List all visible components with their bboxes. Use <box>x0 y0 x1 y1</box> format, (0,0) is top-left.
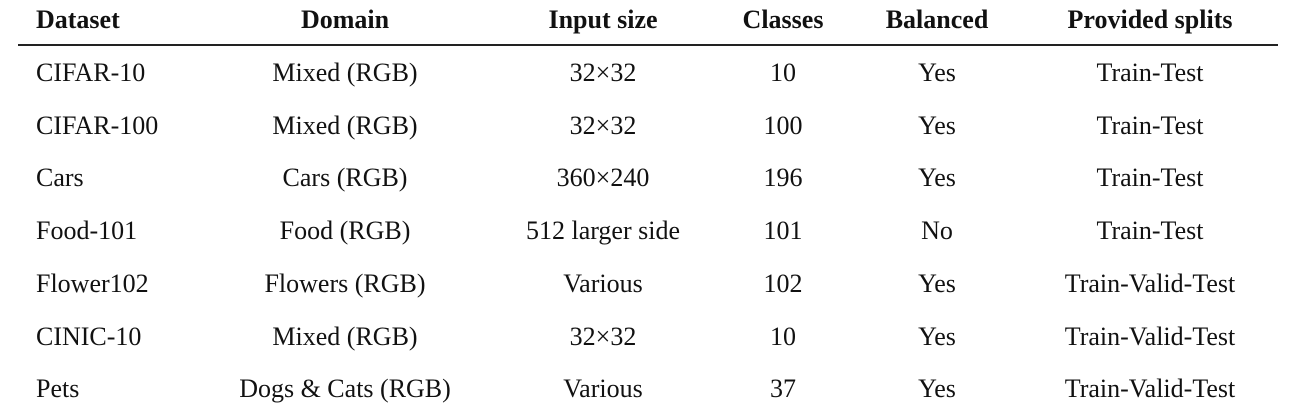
table-cell: Train-Test <box>1096 216 1204 246</box>
table-cell: 10 <box>770 58 796 87</box>
table-cell: Cars <box>36 163 84 193</box>
table-cell: 101 <box>763 216 803 246</box>
table-cell: Yes <box>918 163 956 193</box>
table-cell: Train-Test <box>1096 110 1204 140</box>
header-cell: Dataset <box>36 5 120 34</box>
table-cell: Food (RGB) <box>279 216 411 246</box>
table-cell: 37 <box>770 374 796 404</box>
table-cell: Yes <box>918 321 956 351</box>
table-cell: Yes <box>918 110 956 140</box>
table-cell: 10 <box>770 321 796 351</box>
table-cell: Cars (RGB) <box>282 163 408 193</box>
header-cell: Provided splits <box>1067 5 1233 34</box>
table-cell: Train-Test <box>1096 163 1204 193</box>
table-cell: Yes <box>918 268 956 298</box>
table-cell: 102 <box>763 268 803 298</box>
header-cell: Classes <box>742 5 824 34</box>
table-cell: Mixed (RGB) <box>272 321 418 351</box>
header-cell: Balanced <box>885 5 989 34</box>
table-cell: Pets <box>36 374 80 404</box>
header-rule <box>18 44 1278 46</box>
table-cell: 32×32 <box>569 58 637 87</box>
header-cell: Domain <box>300 5 390 34</box>
table-cell: 32×32 <box>569 110 637 140</box>
table-cell: Food-101 <box>36 216 138 246</box>
table-cell: Train-Valid-Test <box>1064 321 1236 351</box>
table-cell: Mixed (RGB) <box>272 110 418 140</box>
table-cell: Various <box>563 268 643 298</box>
table-cell: CIFAR-100 <box>36 110 159 140</box>
table-cell: Train-Valid-Test <box>1064 268 1236 298</box>
table-cell: Various <box>563 374 643 404</box>
table-cell: 196 <box>763 163 803 193</box>
table-cell: CIFAR-10 <box>36 58 146 87</box>
table-cell: Yes <box>918 374 956 404</box>
table-cell: Train-Test <box>1096 58 1204 87</box>
table-cell: 360×240 <box>556 163 650 193</box>
table-cell: 100 <box>763 110 803 140</box>
table-cell: CINIC-10 <box>36 321 142 351</box>
table-cell: Flower102 <box>36 268 149 298</box>
table-cell: Train-Valid-Test <box>1064 374 1236 404</box>
header-cell: Input size <box>548 5 658 34</box>
table-cell: Dogs & Cats (RGB) <box>239 374 451 404</box>
table-cell: Flowers (RGB) <box>264 268 426 298</box>
table-cell: 512 larger side <box>525 216 681 246</box>
table-cell: No <box>921 216 953 246</box>
table-cell: Mixed (RGB) <box>272 58 418 87</box>
table-cell: 32×32 <box>569 321 637 351</box>
table-cell: Yes <box>918 58 956 87</box>
